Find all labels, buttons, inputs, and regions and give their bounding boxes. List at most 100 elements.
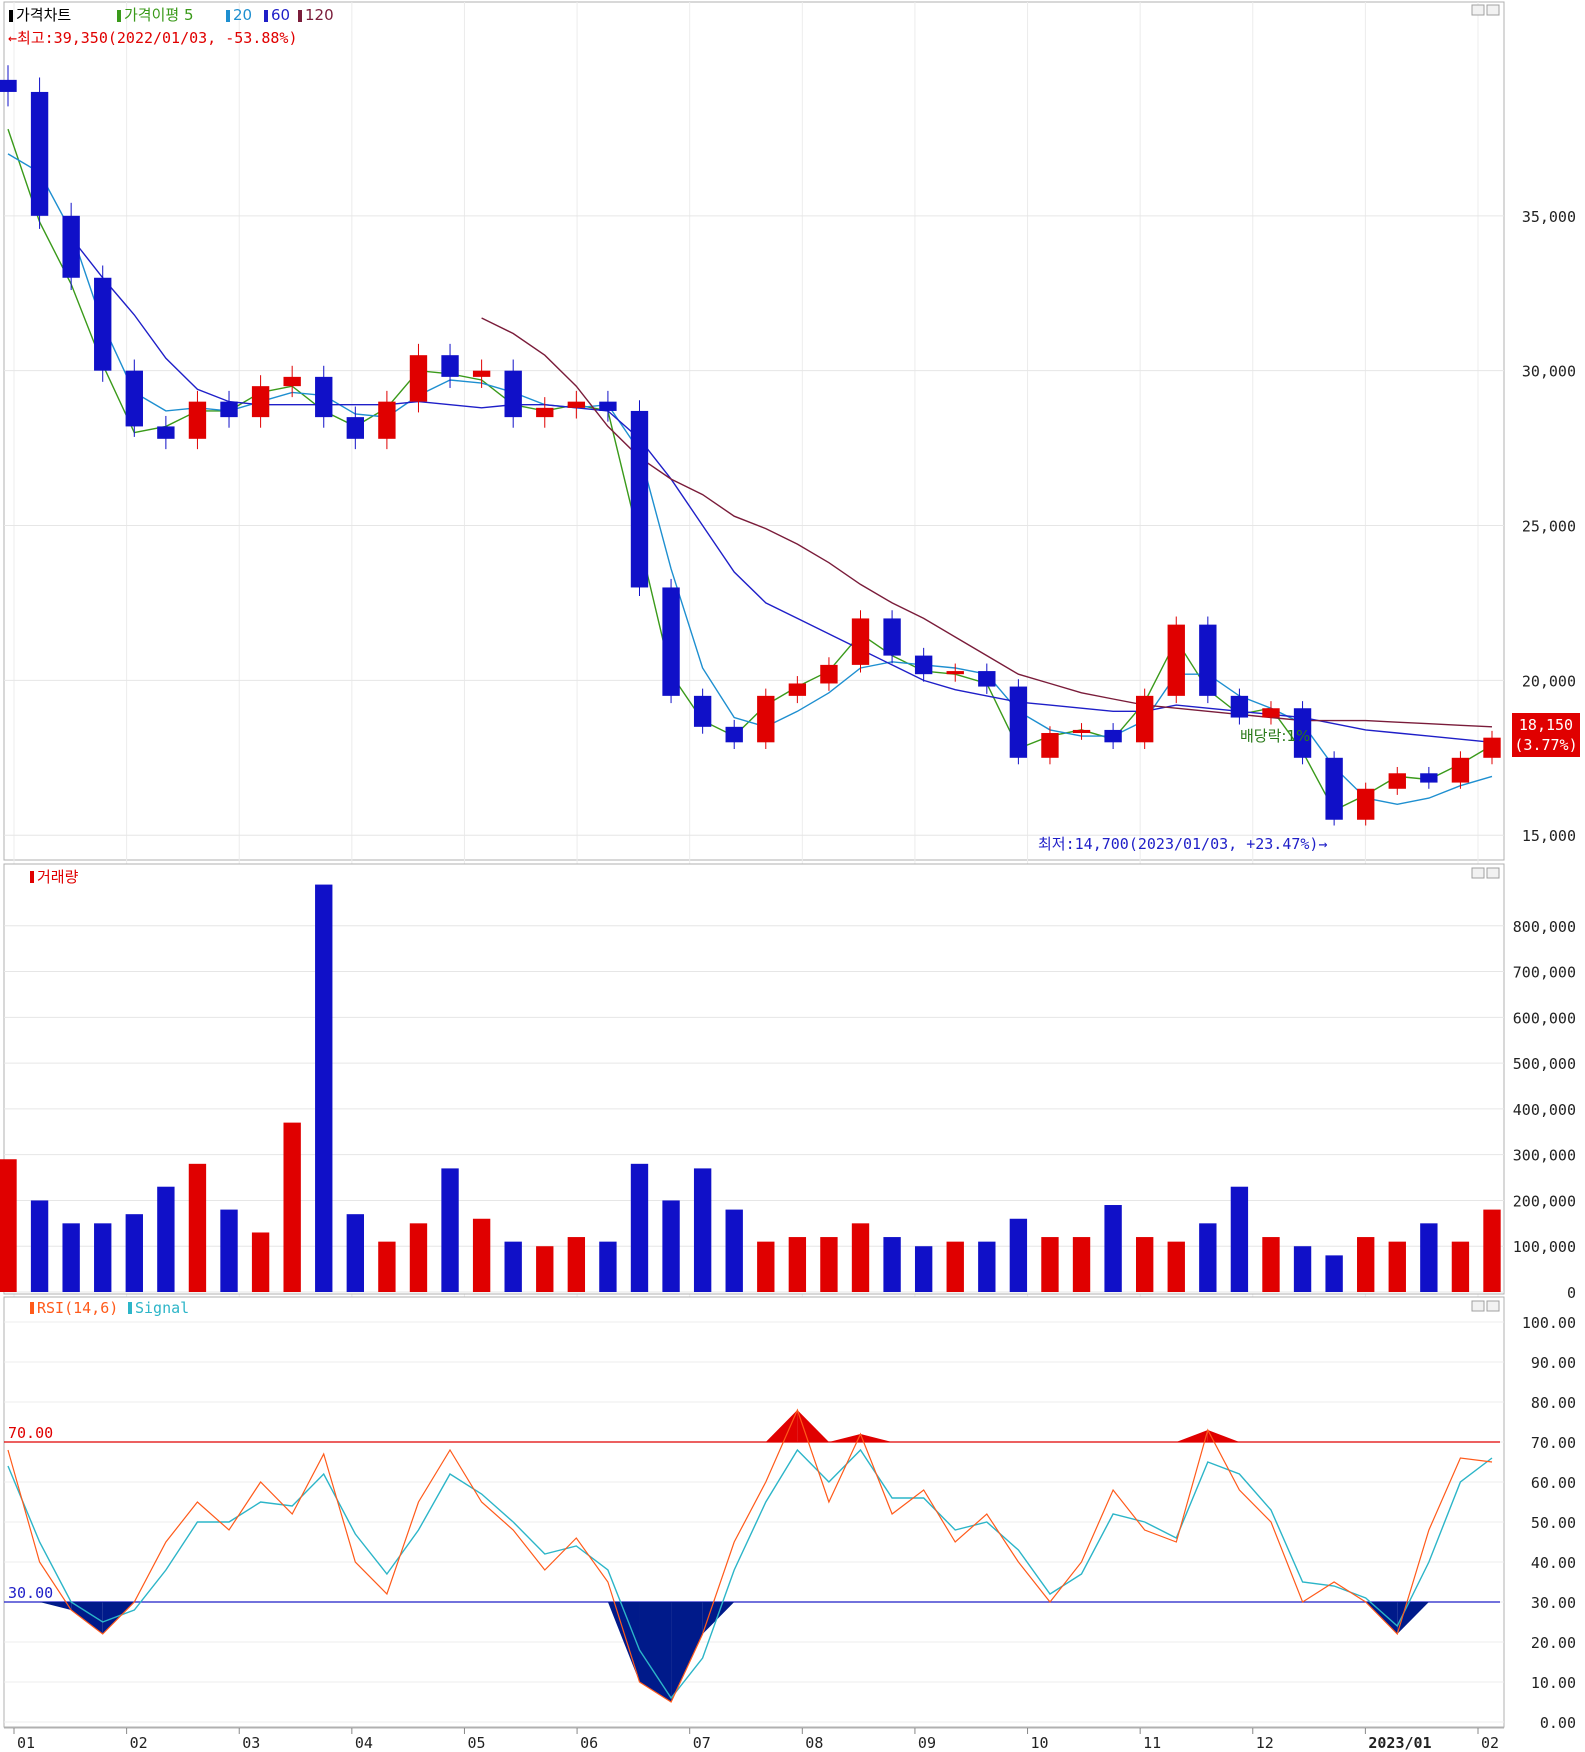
volume-tick-label: 300,000 [1513,1147,1576,1165]
rsi-panel-buttons [1471,1300,1500,1312]
maximize-icon[interactable] [1486,1300,1500,1312]
volume-bar [1072,1237,1091,1292]
x-tick-label: 07 [693,1734,711,1752]
candle-body [94,277,112,371]
volume-legend: 거래량 [30,868,79,886]
price-tick-label: 20,000 [1522,672,1576,690]
minimize-icon[interactable] [1471,4,1485,16]
volume-bar [883,1237,901,1292]
maximize-icon[interactable] [1486,867,1500,879]
candle-body [599,401,617,411]
rsi-tick-label: 60.00 [1531,1474,1576,1492]
rsi-oversold-fill [671,1602,703,1702]
volume-bar [188,1163,207,1292]
x-tick-label: 09 [918,1734,936,1752]
candle-body [1325,757,1343,820]
candle-body [567,401,586,408]
candle-body [251,386,270,418]
legend-swatch-price [9,10,13,22]
legend-swatch-ma20 [226,10,230,22]
candle-body [883,618,901,656]
high-price-note: ←최고:39,350(2022/01/03, -53.88%) [8,29,298,47]
rsi-oversold-fill [39,1602,72,1610]
rsi-panel-frame [3,1296,1505,1728]
x-tick-label: 06 [580,1734,598,1752]
volume-bar [914,1246,933,1292]
volume-bar [693,1168,712,1292]
volume-bar [567,1237,586,1292]
x-axis: 01 02 03 04 05 06 07 08 09 10 11 12 2023/01 02 [4,1727,1504,1752]
price-panel[interactable]: 35,000 30,000 25,000 20,000 15,000 [0,1,1576,1727]
rsi-tick-label: 0.00 [1540,1714,1576,1732]
volume-bar [346,1214,365,1292]
rsi-level-70-label: 70.00 [8,1424,53,1442]
legend-swatch-volume [30,871,34,883]
candle-body [1167,624,1185,696]
price-tick-label: 30,000 [1522,363,1576,381]
candle-body [1451,757,1470,783]
legend-ma60: 60 [271,6,290,24]
volume-bar [94,1223,112,1292]
rsi-tick-label: 80.00 [1531,1394,1576,1412]
x-tick-label: 12 [1256,1734,1274,1752]
volume-bar [157,1186,175,1292]
candle-body [188,401,207,439]
volume-bar [1009,1218,1028,1292]
volume-bar [788,1237,807,1292]
candle-body [1041,733,1059,758]
volume-bar [630,1163,649,1292]
rsi-tick-label: 40.00 [1531,1554,1576,1572]
rsi-tick-label: 10.00 [1531,1674,1576,1692]
rsi-panel[interactable]: 100.00 90.00 80.00 70.00 60.00 50.00 40.00 30.0… [3,1296,1576,1732]
candle-body [693,695,712,727]
candle-body [315,376,333,418]
minimize-icon[interactable] [1471,1300,1485,1312]
volume-bar [1388,1241,1406,1292]
volume-panel[interactable]: 800,000 700,000 600,000 500,000 400,000 300,0… [0,863,1576,1302]
candle-body [62,215,80,278]
volume-bar [378,1241,396,1292]
volume-tick-label: 200,000 [1513,1192,1576,1210]
volume-bar [1104,1205,1122,1292]
minimize-icon[interactable] [1471,867,1485,879]
volume-bar [1230,1186,1249,1292]
legend-ma20: 20 [233,6,252,24]
volume-bar [1135,1237,1154,1292]
legend-swatch-signal [128,1302,132,1314]
candle-body [220,401,238,418]
volume-bar [851,1223,870,1292]
volume-tick-label: 600,000 [1513,1009,1576,1027]
candle-body [757,695,775,743]
volume-axis: 800,000 700,000 600,000 500,000 400,000 300,0… [1513,918,1576,1302]
rsi-tick-label: 90.00 [1531,1354,1576,1372]
volume-bar [757,1241,775,1292]
rsi-tick-label: 100.00 [1522,1314,1576,1332]
x-tick-label: 08 [805,1734,823,1752]
legend-price: 가격차트 [16,6,71,24]
candle-body [157,426,175,439]
rsi-oversold-fill [639,1602,672,1702]
volume-bar [62,1223,80,1292]
volume-bar [409,1223,428,1292]
candle-body [820,664,838,684]
candle-body [946,671,964,675]
last-price-bg [1512,713,1580,757]
volume-bar [1451,1241,1470,1292]
volume-tick-label: 800,000 [1513,918,1576,936]
volume-bar [441,1168,459,1292]
candle-body [851,618,870,665]
legend-swatch-ma5 [117,10,121,22]
volume-bar [1293,1246,1312,1292]
x-tick-label: 2023/01 [1368,1734,1431,1752]
candle-body [472,370,491,377]
volume-bar [283,1122,301,1292]
rsi-tick-label: 50.00 [1531,1514,1576,1532]
maximize-icon[interactable] [1486,4,1500,16]
last-price-box: 18,150 (3.77%) [1512,713,1580,757]
x-tick-label: 04 [355,1734,373,1752]
candle-body [662,587,680,696]
rsi-tick-label: 70.00 [1531,1434,1576,1452]
legend-signal: Signal [135,1299,189,1317]
rsi-overbought-fill [765,1410,798,1442]
